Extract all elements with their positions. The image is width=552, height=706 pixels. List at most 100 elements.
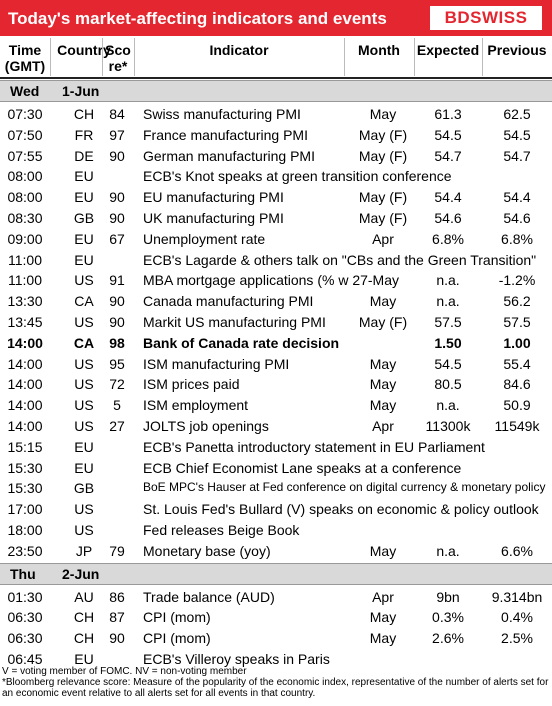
cell-month: May	[369, 293, 397, 310]
cell-previous: -1.2%	[498, 272, 536, 289]
cell-time: 13:30	[7, 293, 43, 310]
cell-country: US	[74, 501, 94, 518]
column-header: Previous	[482, 42, 552, 58]
cell-time: 06:45	[7, 651, 43, 667]
cell-time: 15:30	[7, 480, 43, 497]
cell-indicator: ECB's Panetta introductory statement in …	[143, 438, 485, 455]
cell-score: 90	[109, 630, 125, 647]
cell-country: CH	[73, 609, 95, 626]
cell-country: EU	[74, 230, 94, 247]
cell-indicator: Monetary base (yoy)	[143, 542, 271, 559]
cell-indicator: MBA mortgage applications (% w 27-May	[143, 272, 399, 289]
column-separator	[344, 38, 345, 76]
cell-time: 11:00	[8, 272, 42, 289]
cell-indicator: Canada manufacturing PMI	[143, 293, 314, 310]
cell-expected: n.a.	[436, 293, 460, 310]
cell-indicator: ISM manufacturing PMI	[143, 355, 290, 372]
column-header: Sco re*	[102, 42, 134, 74]
cell-time: 14:00	[7, 397, 43, 414]
cell-time: 15:15	[7, 438, 43, 455]
cell-month: May	[369, 106, 397, 122]
column-header: Country	[50, 42, 118, 58]
cell-month: May	[369, 397, 397, 414]
column-header: Time (GMT)	[0, 42, 50, 74]
cell-time: 11:00	[8, 251, 42, 268]
cell-month: May	[369, 376, 397, 393]
cell-expected: 54.5	[434, 126, 462, 143]
cell-indicator: ECB's Villeroy speaks in Paris	[143, 651, 330, 667]
cell-time: 07:50	[7, 126, 43, 143]
column-header-line: Indicator	[209, 42, 269, 58]
cell-expected: 6.8%	[432, 230, 464, 247]
cell-score: 95	[109, 355, 125, 372]
cell-month: May (F)	[358, 189, 408, 206]
cell-country: AU	[74, 588, 94, 605]
cell-country: EU	[74, 189, 94, 206]
cell-indicator: CPI (mom)	[143, 609, 211, 626]
cell-country: DE	[74, 147, 94, 164]
column-header-line: Month	[358, 42, 400, 58]
cell-previous: 57.5	[503, 314, 531, 330]
cell-previous: 55.4	[503, 355, 531, 372]
cell-month: Apr	[372, 418, 394, 434]
cell-previous: 6.8%	[501, 230, 533, 247]
footnote: V = voting member of FOMC. NV = non-voti…	[2, 666, 247, 677]
cell-expected: 54.7	[434, 147, 462, 164]
cell-country: CH	[73, 106, 95, 122]
cell-previous: 2.5%	[501, 630, 533, 647]
cell-indicator: France manufacturing PMI	[143, 126, 308, 143]
cell-indicator: Fed releases Beige Book	[143, 522, 300, 538]
cell-month: May (F)	[358, 210, 408, 226]
cell-month: May	[369, 609, 397, 626]
column-header: Month	[344, 42, 414, 58]
cell-indicator: EU manufacturing PMI	[143, 189, 284, 206]
cell-score: 90	[109, 189, 125, 206]
column-header-line: Sco	[105, 42, 131, 58]
column-separator	[102, 38, 103, 76]
cell-score: 90	[109, 293, 125, 310]
header-rule	[0, 77, 552, 79]
cell-country: EU	[74, 459, 94, 476]
cell-country: CH	[73, 630, 95, 647]
cell-time: 14:00	[7, 334, 43, 351]
cell-indicator: Bank of Canada rate decision	[143, 334, 340, 351]
cell-time: 06:30	[7, 630, 43, 647]
cell-time: 13:45	[7, 314, 43, 330]
day-name: Wed	[10, 83, 40, 99]
cell-time: 18:00	[7, 522, 43, 538]
cell-month: Apr	[372, 230, 394, 247]
cell-expected: 57.5	[434, 314, 462, 330]
cell-indicator: Markit US manufacturing PMI	[143, 314, 326, 330]
cell-indicator: Swiss manufacturing PMI	[143, 106, 301, 122]
title: Today's market-affecting indicators and …	[8, 9, 387, 28]
cell-previous: 56.2	[503, 293, 531, 310]
column-header-line: Expected	[416, 42, 480, 58]
day-date: 2-Jun	[62, 565, 100, 582]
cell-country: EU	[74, 438, 94, 455]
logo: BDSWISS	[430, 6, 542, 30]
cell-score: 79	[109, 542, 125, 559]
cell-country: US	[74, 418, 94, 434]
cell-month: Apr	[372, 588, 394, 605]
cell-time: 01:30	[7, 588, 43, 605]
cell-indicator: CPI (mom)	[143, 630, 211, 647]
cell-time: 08:00	[7, 168, 43, 185]
cell-expected: 80.5	[434, 376, 462, 393]
cell-month: May (F)	[358, 126, 408, 143]
cell-country: EU	[74, 651, 94, 667]
cell-country: EU	[74, 168, 94, 185]
cell-indicator: ECB's Lagarde & others talk on "CBs and …	[143, 251, 537, 268]
cell-time: 14:00	[7, 355, 43, 372]
cell-country: EU	[74, 251, 94, 268]
cell-score: 90	[109, 314, 125, 330]
cell-country: JP	[75, 542, 93, 559]
cell-country: US	[74, 272, 94, 289]
cell-month: May	[369, 355, 397, 372]
footnotes: V = voting member of FOMC. NV = non-voti…	[2, 666, 550, 699]
footnote: *Bloomberg relevance score: Measure of t…	[2, 677, 549, 699]
cell-previous: 54.6	[503, 210, 531, 226]
cell-score: 97	[109, 126, 125, 143]
cell-indicator: ISM prices paid	[143, 376, 240, 393]
day-name: Thu	[10, 565, 36, 582]
